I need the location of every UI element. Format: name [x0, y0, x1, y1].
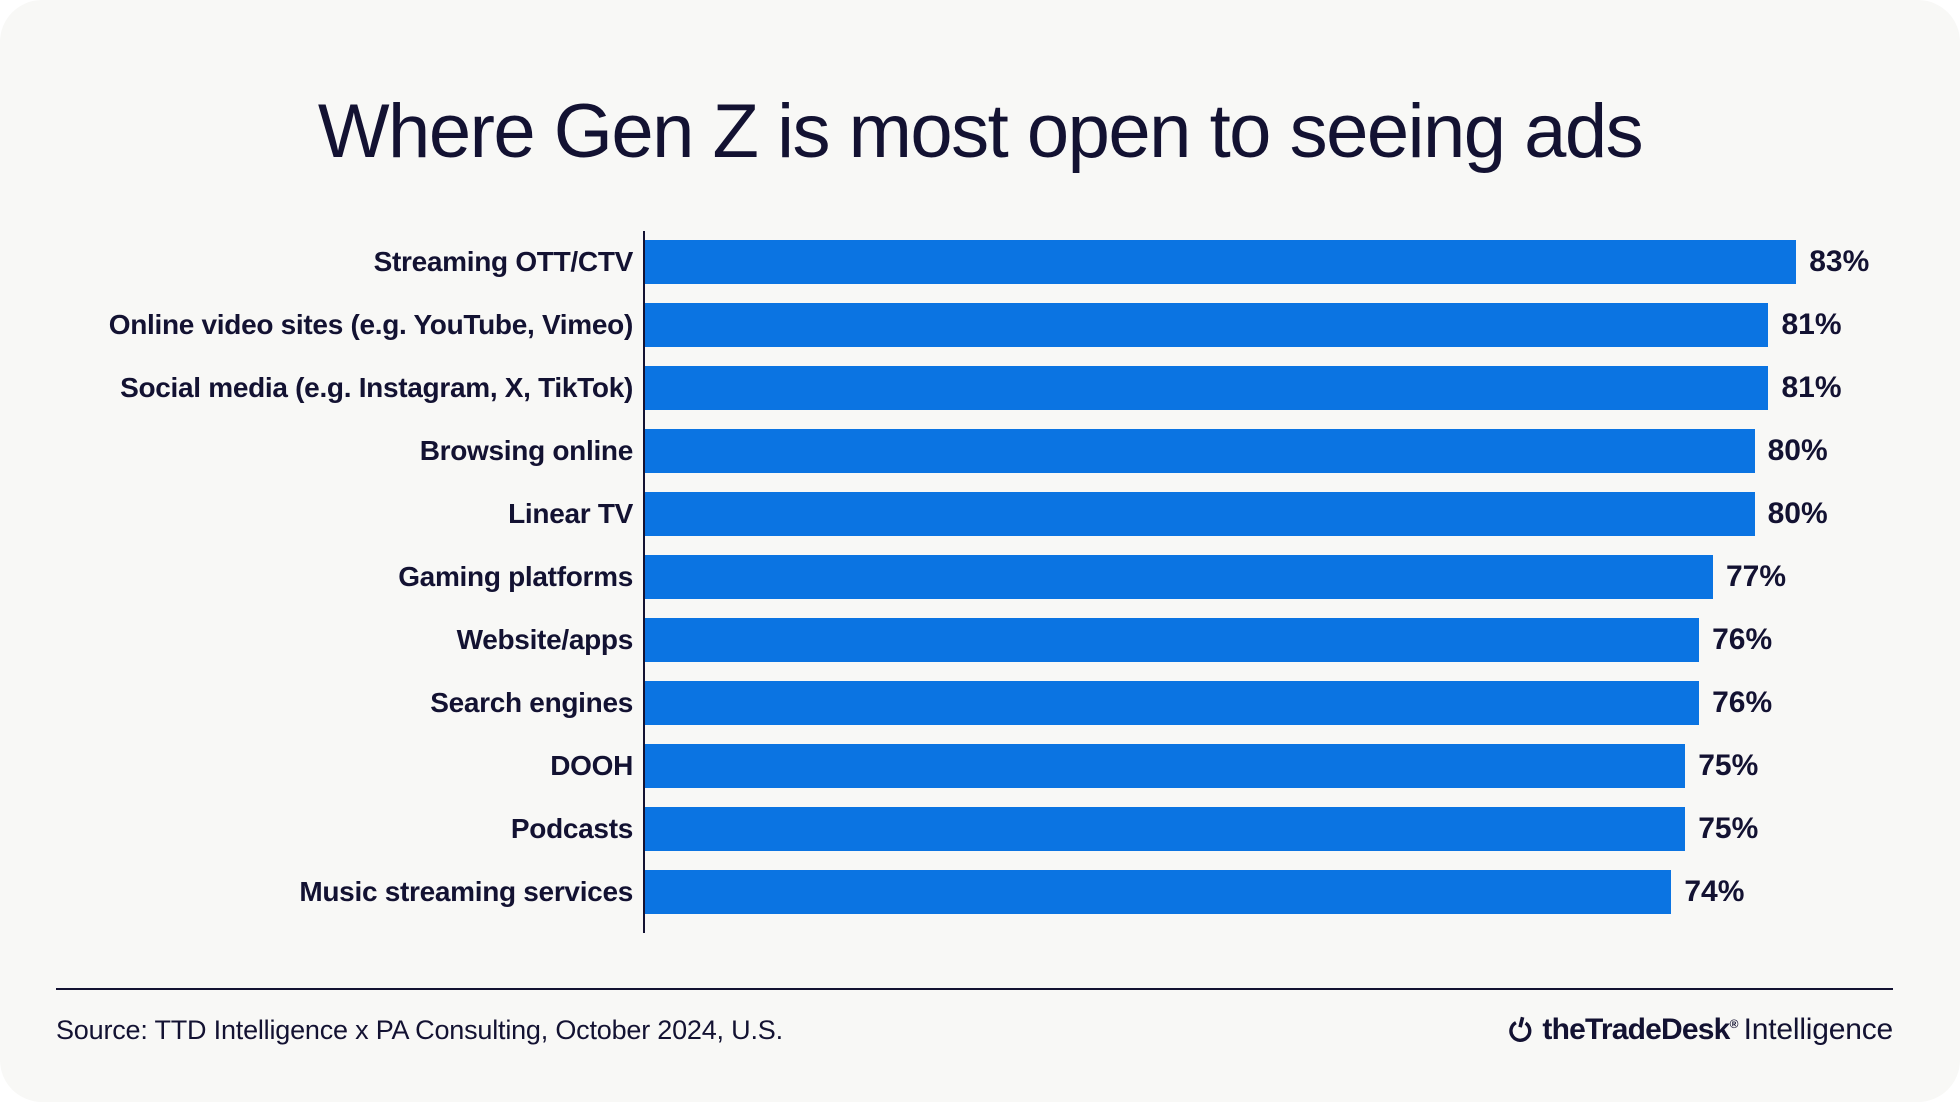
chart-row: Website/apps 76% [55, 618, 1905, 662]
category-label: Gaming platforms [398, 561, 633, 592]
category-label: Social media (e.g. Instagram, X, TikTok) [120, 372, 633, 403]
category-label: Streaming OTT/CTV [373, 246, 634, 277]
bar [645, 744, 1686, 788]
category-label: Linear TV [508, 498, 633, 529]
chart-row: Podcasts 75% [55, 807, 1905, 851]
value-label: 83% [1809, 245, 1870, 278]
bar [645, 681, 1700, 725]
bar-track: 81% [645, 366, 1905, 410]
value-label: 74% [1684, 875, 1745, 908]
chart-row: DOOH 75% [55, 744, 1905, 788]
bar [645, 870, 1672, 914]
footer: Source: TTD Intelligence x PA Consulting… [56, 1004, 1893, 1056]
value-label: 75% [1698, 812, 1759, 845]
value-label: 80% [1767, 434, 1828, 467]
bar-track: 76% [645, 681, 1905, 725]
footer-divider [56, 988, 1893, 990]
chart-row: Gaming platforms 77% [55, 555, 1905, 599]
bar [645, 618, 1700, 662]
logo-suffix-text: Intelligence [1743, 1013, 1894, 1046]
bar-track: 74% [645, 870, 1905, 914]
trade-desk-logo: theTradeDesk® Intelligence [1507, 1013, 1893, 1047]
category-label: Online video sites (e.g. YouTube, Vimeo) [108, 309, 634, 340]
chart-row: Browsing online 80% [55, 429, 1905, 473]
bar-chart: Streaming OTT/CTV 83% Online video sites (… [55, 240, 1905, 914]
chart-row: Linear TV 80% [55, 492, 1905, 536]
bar-track: 80% [645, 429, 1905, 473]
category-label: Music streaming services [299, 876, 633, 907]
y-axis-line [643, 231, 645, 933]
bar [645, 807, 1686, 851]
bar-track: 81% [645, 303, 1905, 347]
bar-track: 77% [645, 555, 1905, 599]
bar [645, 303, 1769, 347]
value-label: 76% [1712, 623, 1773, 656]
chart-row: Online video sites (e.g. YouTube, Vimeo)… [55, 303, 1905, 347]
chart-row: Social media (e.g. Instagram, X, TikTok)… [55, 366, 1905, 410]
bar [645, 429, 1755, 473]
chart-title: Where Gen Z is most open to seeing ads [317, 89, 1644, 174]
source-note: Source: TTD Intelligence x PA Consulting… [56, 1014, 783, 1045]
value-label: 77% [1725, 560, 1787, 593]
category-label: DOOH [550, 750, 633, 781]
logo-brand-text: theTradeDesk® [1542, 1013, 1739, 1046]
value-label: 81% [1781, 308, 1842, 341]
bar-track: 80% [645, 492, 1905, 536]
category-label: Podcasts [510, 813, 633, 844]
value-label: 76% [1712, 686, 1773, 719]
chart-row: Streaming OTT/CTV 83% [55, 240, 1905, 284]
bar-track: 76% [645, 618, 1905, 662]
chart-row: Music streaming services 74% [55, 870, 1905, 914]
registered-mark: ® [1729, 1017, 1739, 1031]
trade-desk-power-icon [1509, 1016, 1532, 1042]
category-label: Search engines [430, 687, 633, 718]
bar-track: 83% [645, 240, 1905, 284]
bar [645, 555, 1713, 599]
bar [645, 492, 1755, 536]
category-label: Browsing online [419, 435, 634, 466]
value-label: 81% [1781, 371, 1842, 404]
bar [645, 240, 1797, 284]
category-label: Website/apps [456, 624, 634, 655]
bar-track: 75% [645, 744, 1905, 788]
value-label: 75% [1698, 749, 1759, 782]
bar-track: 75% [645, 807, 1905, 851]
bar [645, 366, 1769, 410]
chart-row: Search engines 76% [55, 681, 1905, 725]
value-label: 80% [1767, 497, 1828, 530]
